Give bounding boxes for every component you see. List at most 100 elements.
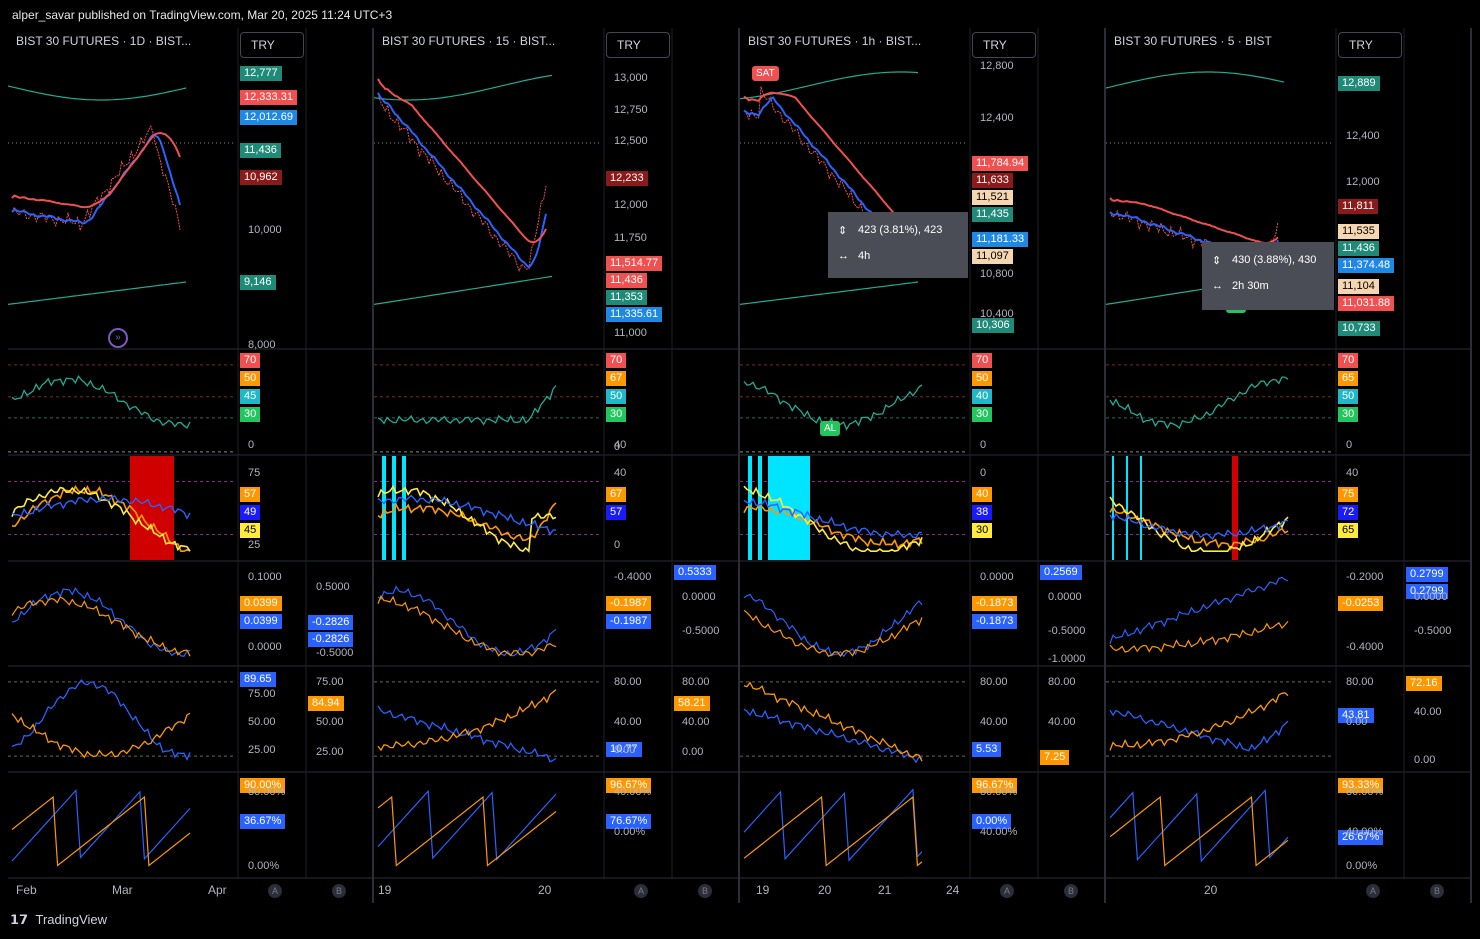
rsi-labels-value: 50 [240,371,261,386]
rsi-labels-value: 30 [606,407,627,422]
scale-toggle-a[interactable]: A [268,884,282,898]
scale-toggle-a[interactable]: A [634,884,648,898]
stoch-axis-tick: 40 [614,467,627,479]
chart-panel-3[interactable]: BIST 30 FUTURES · 1h · BIST... TRY 11,784.… [740,28,1106,903]
price-label: 12,889 [1338,76,1380,91]
osc-b_axis-tick: 25.00 [316,746,344,758]
time-axis-label: 20 [818,883,832,897]
tradingview-logo-icon: 𝟭𝟳 [10,912,29,927]
osc-b_axis-tick: 0.00 [1414,754,1436,766]
chart-canvas[interactable] [740,28,1106,903]
stoch-labels-value: 45 [240,523,261,538]
signal-bar [748,456,752,560]
price-axis-tick: 12,800 [980,60,1014,72]
indicator-line [11,494,191,520]
price-label: 11,104 [1338,279,1379,294]
time-axis-label: 20 [538,883,552,897]
rsi-labels-value: 50 [606,389,627,404]
stoch-labels-value: 67 [606,487,627,502]
footer: 𝟭𝟳 TradingView [10,912,107,928]
indicator-line [1109,512,1289,541]
measure-range-icon: ⇕ [1212,255,1222,267]
currency-button[interactable]: TRY [1338,32,1402,58]
chart-title: BIST 30 FUTURES · 5 · BIST [1114,34,1272,48]
pct-line-orange [11,795,191,867]
pct-axis-tick: 80.00% [980,786,1018,798]
replay-icon[interactable]: » [108,328,128,348]
macd-axis-tick: -0.2000 [1346,571,1384,583]
scale-toggle-b[interactable]: B [698,884,712,898]
price-label: 11,435 [972,207,1013,222]
currency-button[interactable]: TRY [606,32,670,58]
chart-canvas[interactable] [8,28,374,903]
price-label: 9,146 [240,275,276,290]
envelope-upper-line [374,74,553,101]
slow-average-line [11,131,181,209]
macd-axis-tick: 0.0000 [248,641,282,653]
pct-axis-tick: 0.00% [248,860,280,872]
indicator-line [11,374,191,429]
osc-b_axis-tick: 80.00 [1048,676,1076,688]
indicator-line [377,485,557,554]
stoch-labels-value: 57 [240,487,261,502]
scale-toggle-b[interactable]: B [1064,884,1078,898]
pct-axis-tick: 40.00% [614,786,652,798]
stoch-labels-value: 30 [972,523,993,538]
scale-toggle-a[interactable]: A [1000,884,1014,898]
price-label: 11,784.94 [972,156,1029,171]
price-label: 12,012.69 [240,110,297,125]
pct-labels-value: 0.00% [972,814,1012,829]
rsi-labels-value: 70 [1338,353,1359,368]
macd-b_labels-value: -0.2826 [308,615,354,630]
chart-panel-1[interactable]: BIST 30 FUTURES · 1D · BIST... TRY 12,777 1… [8,28,374,903]
indicator-line [743,707,923,764]
osc-b_labels-value: 84.94 [308,696,344,711]
signal-bar [758,456,762,560]
indicator-line [1109,496,1289,552]
envelope-upper-line [740,71,919,100]
buy-signal-badge: AL [820,421,841,436]
macd-axis-tick: -0.4000 [1346,641,1384,653]
osc-labels-value: 43.81 [1338,708,1374,723]
measure-duration-icon: ↔ [1212,280,1223,292]
osc-axis-tick: 40.00 [614,716,642,728]
stoch-axis-tick: 0 [614,539,621,551]
currency-button[interactable]: TRY [240,32,304,58]
macd-b_axis-tick: -0.5000 [682,625,720,637]
scale-toggle-b[interactable]: B [1430,884,1444,898]
currency-button[interactable]: TRY [972,32,1036,58]
rsi-labels-value: 30 [972,407,993,422]
rsi-axis-tick: 0 [614,441,621,453]
macd-axis-tick: 0.1000 [248,571,282,583]
chart-canvas[interactable] [1106,28,1472,903]
price-axis-tick: 10,400 [980,308,1014,320]
chart-panel-2[interactable]: BIST 30 FUTURES · 15 · BIST... TRY 12,233 1… [374,28,740,903]
price-label: 11,514.77 [606,256,663,271]
scale-toggle-b[interactable]: B [332,884,346,898]
price-axis-tick: 11,750 [614,232,647,244]
envelope-lower-line [740,281,919,305]
rsi-labels-value: 45 [240,389,261,404]
macd-axis-tick: -0.4000 [614,571,652,583]
indicator-line [743,681,923,762]
chart-panel-4[interactable]: BIST 30 FUTURES · 5 · BIST TRY 12,889 11,81… [1106,28,1472,903]
time-axis-label: Mar [112,883,133,897]
indicator-line [377,689,557,752]
chart-canvas[interactable] [374,28,740,903]
chart-title: BIST 30 FUTURES · 1h · BIST... [748,34,922,48]
rsi-axis-tick: 0 [1346,439,1353,451]
scale-toggle-a[interactable]: A [1366,884,1380,898]
indicator-line [11,596,191,657]
publish-header: alper_savar published on TradingView.com… [0,0,1480,28]
price-label: 11,353 [606,290,647,305]
pct-axis-tick: 40.00% [1346,826,1384,838]
indicator-line [11,484,191,552]
price-label: 11,031.88 [1338,296,1395,311]
measure-duration: 4h [858,250,871,262]
time-axis-label: 24 [946,883,960,897]
indicator-line [1109,621,1289,653]
pct-labels-value: 93.33% [1338,778,1384,793]
indicator-line [743,497,923,539]
rsi-labels-value: 50 [1338,389,1359,404]
macd-labels-value: 0.0399 [240,614,282,629]
